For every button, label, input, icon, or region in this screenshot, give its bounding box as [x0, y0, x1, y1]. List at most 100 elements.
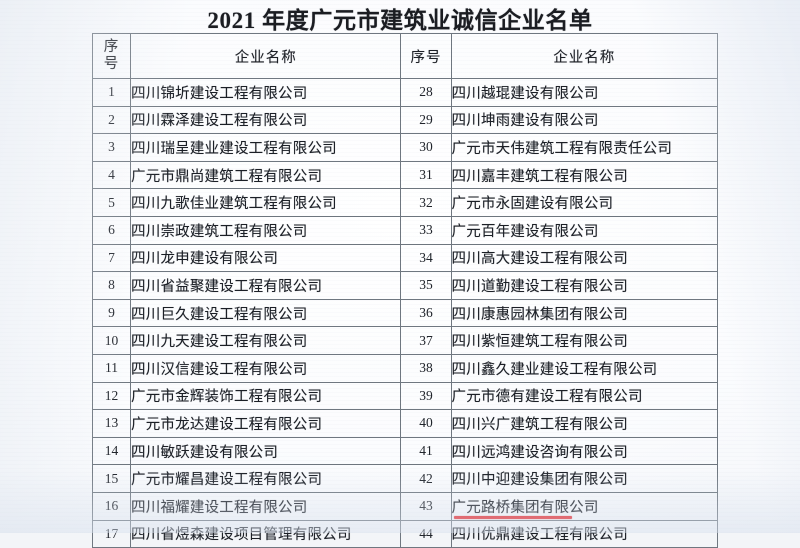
company-list-table-container: 序 号 企业名称 序号 企业名称 1 四川锦圻建设工程有限公司 28 四川越琨建设有限…: [91, 33, 719, 548]
row-index-left: 5: [91, 188, 132, 217]
row-index-left: 9: [91, 298, 132, 328]
table-row: 4 广元市鼎尚建筑工程有限公司 31 四川嘉丰建筑工程有限公司: [91, 160, 719, 190]
company-name-left: 四川龙申建设有限公司: [130, 243, 402, 273]
table-row: 11 四川汉信建设工程有限公司 38 四川鑫久建业建设工程有限公司: [91, 353, 719, 383]
company-name-right-text: 四川兴广建筑工程有限公司: [451, 416, 628, 433]
row-index-right: 38: [400, 353, 452, 383]
table-row: 7 四川龙申建设有限公司 34 四川高大建设工程有限公司: [91, 243, 719, 273]
company-name-left: 四川九歌佳业建筑工程有限公司: [130, 188, 402, 217]
table-header-row: 序 号 企业名称 序号 企业名称: [91, 33, 719, 79]
row-index-left: 4: [91, 160, 132, 190]
company-name-right: 四川兴广建筑工程有限公司: [450, 409, 719, 438]
row-index-left: 7: [91, 243, 132, 273]
row-index-right: 33: [400, 215, 452, 245]
table-row: 17 四川省煜森建设项目管理有限公司 44 四川优鼎建设工程有限公司: [91, 519, 719, 548]
company-name-right-text: 四川中迎建设集团有限公司: [451, 472, 628, 489]
company-name-left: 广元市龙达建设工程有限公司: [130, 409, 402, 438]
company-name-right: 四川鑫久建业建设工程有限公司: [450, 353, 719, 383]
company-name-right-text: 广元市永固建设有限公司: [451, 196, 614, 213]
row-index-right: 31: [400, 160, 452, 190]
row-index-right: 34: [400, 243, 452, 273]
company-name-right: 四川康惠园林集团有限公司: [450, 298, 719, 328]
row-index-right: 40: [400, 409, 452, 438]
company-name-left: 广元市鼎尚建筑工程有限公司: [130, 160, 402, 190]
row-index-left: 12: [91, 381, 132, 411]
company-name-right-text: 广元路桥集团有限公司: [451, 499, 599, 516]
company-name-right: 广元市永固建设有限公司: [450, 188, 719, 217]
table-row: 15 广元市耀昌建设工程有限公司 42 四川中迎建设集团有限公司: [91, 464, 719, 493]
company-name-left: 四川锦圻建设工程有限公司: [130, 78, 402, 107]
row-index-right: 37: [400, 326, 452, 355]
company-name-right-text: 四川紫恒建筑工程有限公司: [451, 334, 628, 351]
column-header-company-name-right: 企业名称: [450, 33, 719, 79]
company-name-right-text: 四川优鼎建设工程有限公司: [451, 527, 628, 544]
row-index-left: 10: [91, 326, 132, 355]
company-name-right-text: 广元市天伟建筑工程有限责任公司: [451, 140, 673, 157]
company-name-right-text: 四川康惠园林集团有限公司: [451, 306, 628, 323]
row-index-left: 15: [91, 464, 132, 493]
company-name-right: 四川中迎建设集团有限公司: [450, 464, 719, 493]
table-row: 5 四川九歌佳业建筑工程有限公司 32 广元市永固建设有限公司: [91, 188, 719, 217]
company-name-right: 四川坤雨建设有限公司: [450, 105, 719, 135]
company-name-left: 四川瑞呈建业建设工程有限公司: [130, 133, 402, 162]
table-body: 1 四川锦圻建设工程有限公司 28 四川越琨建设有限公司 2 四川霖泽建设工程有限公司 29…: [91, 78, 719, 548]
company-name-left: 四川汉信建设工程有限公司: [130, 353, 402, 383]
table-row: 12 广元市金辉装饰工程有限公司 39 广元市德有建设工程有限公司: [91, 381, 719, 411]
row-index-right: 43: [400, 491, 452, 521]
row-index-left: 8: [91, 271, 132, 300]
table-row: 8 四川省益聚建设工程有限公司 35 四川道勤建设工程有限公司: [91, 271, 719, 300]
company-name-left: 四川巨久建设工程有限公司: [130, 298, 402, 328]
company-name-right: 四川远鸿建设咨询有限公司: [450, 436, 719, 466]
row-index-left: 16: [91, 491, 132, 521]
company-name-left: 四川敏跃建设有限公司: [130, 436, 402, 466]
row-index-left: 11: [91, 353, 132, 383]
row-index-right: 44: [400, 519, 452, 548]
company-list-table: 序 号 企业名称 序号 企业名称 1 四川锦圻建设工程有限公司 28 四川越琨建设有限…: [91, 33, 719, 548]
company-name-left: 广元市金辉装饰工程有限公司: [130, 381, 402, 411]
column-header-index-right: 序号: [400, 33, 452, 79]
column-header-index-left-char1: 序: [103, 39, 120, 55]
company-name-left: 四川九天建设工程有限公司: [130, 326, 402, 355]
row-index-right: 32: [400, 188, 452, 217]
company-name-right-text: 四川嘉丰建筑工程有限公司: [451, 168, 628, 185]
column-header-index-left-char2: 号: [103, 56, 120, 72]
company-name-right-text: 广元市德有建设工程有限公司: [451, 389, 643, 406]
row-index-left: 13: [91, 409, 132, 438]
row-index-left: 17: [91, 519, 132, 548]
company-name-right: 四川优鼎建设工程有限公司: [450, 519, 719, 548]
company-name-left: 四川省益聚建设工程有限公司: [130, 271, 402, 300]
row-index-right: 35: [400, 271, 452, 300]
company-name-right-text: 四川越琨建设有限公司: [451, 85, 599, 102]
column-header-index-left: 序 号: [91, 33, 132, 79]
company-name-right: 广元路桥集团有限公司: [450, 491, 719, 521]
company-name-right: 四川道勤建设工程有限公司: [450, 271, 719, 300]
table-row: 9 四川巨久建设工程有限公司 36 四川康惠园林集团有限公司: [91, 298, 719, 328]
row-index-left: 14: [91, 436, 132, 466]
table-row: 1 四川锦圻建设工程有限公司 28 四川越琨建设有限公司: [91, 78, 719, 107]
company-name-right: 广元市德有建设工程有限公司: [450, 381, 719, 411]
table-row: 16 四川福耀建设工程有限公司 43 广元路桥集团有限公司: [91, 491, 719, 521]
table-row: 14 四川敏跃建设有限公司 41 四川远鸿建设咨询有限公司: [91, 436, 719, 466]
company-name-left: 四川省煜森建设项目管理有限公司: [130, 519, 402, 548]
page-title: 2021 年度广元市建筑业诚信企业名单: [207, 8, 593, 33]
company-name-right-text: 广元百年建设有限公司: [451, 223, 599, 240]
company-name-right: 四川越琨建设有限公司: [450, 78, 719, 107]
row-index-right: 30: [400, 133, 452, 162]
company-name-right: 四川嘉丰建筑工程有限公司: [450, 160, 719, 190]
table-row: 3 四川瑞呈建业建设工程有限公司 30 广元市天伟建筑工程有限责任公司: [91, 133, 719, 162]
company-name-left: 四川崇政建筑工程有限公司: [130, 215, 402, 245]
red-underline-annotation: [453, 515, 572, 519]
company-name-left: 四川霖泽建设工程有限公司: [130, 105, 402, 135]
row-index-right: 28: [400, 78, 452, 107]
company-name-right-text: 四川坤雨建设有限公司: [451, 113, 599, 130]
table-row: 13 广元市龙达建设工程有限公司 40 四川兴广建筑工程有限公司: [91, 409, 719, 438]
company-name-left: 广元市耀昌建设工程有限公司: [130, 464, 402, 493]
company-name-right: 四川紫恒建筑工程有限公司: [450, 326, 719, 355]
row-index-right: 42: [400, 464, 452, 493]
table-row: 10 四川九天建设工程有限公司 37 四川紫恒建筑工程有限公司: [91, 326, 719, 355]
column-header-company-name-left: 企业名称: [130, 33, 402, 79]
row-index-right: 39: [400, 381, 452, 411]
row-index-left: 6: [91, 215, 132, 245]
table-row: 6 四川崇政建筑工程有限公司 33 广元百年建设有限公司: [91, 215, 719, 245]
